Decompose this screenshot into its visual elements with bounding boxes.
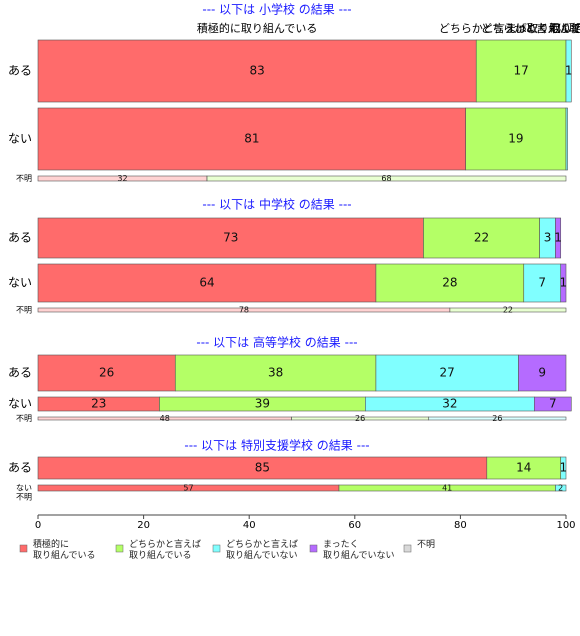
value-label: 9 [538, 366, 546, 380]
value-label: 26 [99, 366, 114, 380]
value-label: 27 [440, 366, 455, 380]
bar-segment [475, 39, 567, 103]
value-label: 7 [549, 397, 557, 411]
value-label: 32 [442, 397, 457, 411]
value-label: 28 [442, 276, 457, 290]
x-tick-label: 80 [454, 520, 467, 531]
row-label: ある [8, 366, 32, 380]
legend-label: どちらかと言えば 取り組んでいる [129, 540, 202, 561]
value-label: 26 [492, 414, 502, 423]
legend-label: まったく 取り組んでいない [323, 540, 395, 561]
legend-swatch [19, 544, 28, 553]
row-label: ある [8, 64, 32, 78]
row-label: 不明 [16, 306, 32, 315]
value-label: 1 [565, 64, 573, 78]
bar-segment [37, 354, 176, 392]
value-label: 81 [244, 132, 259, 146]
legend-swatch [212, 544, 221, 553]
x-tick-label: 100 [556, 520, 575, 531]
value-label: 68 [381, 174, 391, 183]
value-label: 41 [442, 484, 452, 493]
bar-segment [423, 217, 540, 259]
row-label: ない [8, 132, 32, 146]
x-tick-label: 60 [348, 520, 361, 531]
bar-segment [565, 39, 572, 103]
value-label: 14 [516, 461, 531, 475]
row-label: ない [16, 484, 32, 493]
legend-swatch [403, 544, 412, 553]
bar-segment [375, 354, 519, 392]
value-label: 26 [355, 414, 365, 423]
bar-segment [560, 263, 567, 303]
legend-swatch [115, 544, 124, 553]
row-label: 不明 [16, 174, 32, 183]
value-label: 73 [223, 231, 238, 245]
x-tick-label: 0 [35, 520, 41, 531]
bar-segment [37, 107, 466, 171]
value-label: 83 [249, 64, 264, 78]
bar-segment [375, 263, 525, 303]
panel-title: --- 以下は 特別支援学校 の結果 --- [184, 438, 369, 453]
panel-title: --- 以下は 中学校 の結果 --- [202, 197, 351, 212]
row-label: ない [8, 276, 32, 290]
bar-segment [465, 107, 567, 171]
value-label: 7 [538, 276, 546, 290]
value-label: 64 [199, 276, 214, 290]
value-label: 57 [183, 484, 193, 493]
value-label: 1 [560, 276, 568, 290]
bar-segment [37, 39, 477, 103]
value-label: 1 [560, 461, 568, 475]
value-label: 38 [268, 366, 283, 380]
value-label: 2 [558, 484, 563, 493]
value-label: 32 [117, 174, 127, 183]
value-label: 78 [239, 306, 249, 315]
row-label: 不明 [16, 493, 32, 502]
row-label: ある [8, 461, 32, 475]
legend-label: 積極的に 取り組んでいる [33, 540, 96, 561]
bar-segment [565, 107, 568, 171]
segment-annotation: 積極的に取り組んでいる [197, 21, 317, 35]
legend-label: 不明 [417, 540, 436, 550]
bar-segment [555, 484, 567, 492]
value-label: 39 [255, 397, 270, 411]
bar-segment [428, 416, 567, 421]
bar-segment [206, 175, 567, 182]
value-label: 19 [508, 132, 523, 146]
legend-swatch [309, 544, 318, 553]
value-label: 23 [91, 397, 106, 411]
bar-segment [518, 354, 567, 392]
row-label: ある [8, 231, 32, 245]
legend-label: どちらかと言えば 取り組んでいない [226, 540, 299, 561]
value-label: 48 [160, 414, 170, 423]
value-label: 1 [554, 231, 562, 245]
x-tick-label: 40 [243, 520, 256, 531]
row-label: 不明 [16, 414, 32, 423]
value-label: 17 [513, 64, 528, 78]
bar-segment [560, 456, 567, 480]
bar-segment [174, 354, 377, 392]
value-label: 85 [255, 461, 270, 475]
x-tick-label: 20 [137, 520, 150, 531]
bar-segment [37, 263, 377, 303]
panel-title: --- 以下は 小学校 の結果 --- [202, 2, 351, 17]
value-label: 22 [474, 231, 489, 245]
bar-segment [534, 396, 572, 412]
bar-segment [555, 217, 562, 259]
bar-segment [449, 307, 567, 313]
value-label: 3 [544, 231, 552, 245]
panel-title: --- 以下は 高等学校 の結果 --- [196, 335, 357, 350]
row-label: ない [8, 397, 32, 411]
value-label: 22 [503, 306, 513, 315]
bar-segment [523, 263, 562, 303]
